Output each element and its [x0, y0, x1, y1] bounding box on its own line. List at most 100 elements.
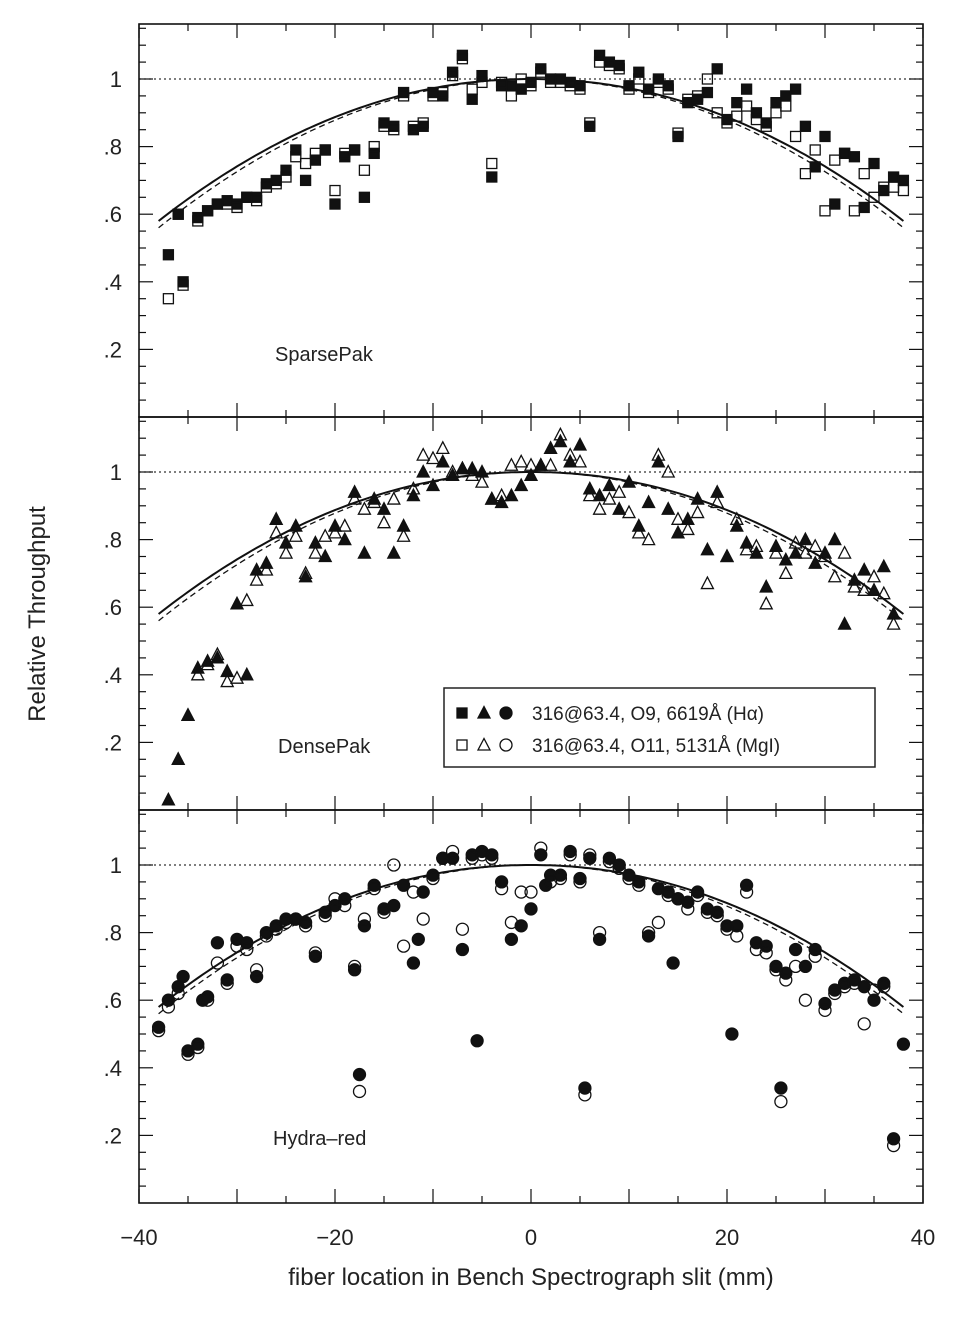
point-densepak-open-48	[651, 447, 666, 461]
x-axis-label: fiber location in Bench Spectrograph sli…	[288, 1264, 774, 1291]
point-hydra-red-open-39	[524, 885, 538, 899]
point-sparsepak-filled-21	[368, 147, 380, 160]
point-densepak-open-13	[308, 545, 323, 559]
point-densepak-open-54	[710, 494, 725, 509]
point-hydra-red-filled-19	[318, 905, 332, 919]
point-densepak-filled-72	[866, 582, 882, 596]
point-sparsepak-open-75	[897, 184, 910, 197]
point-sparsepak-open-8	[241, 191, 253, 203]
point-hydra-red-filled-76	[798, 959, 813, 974]
point-hydra-red-open-16	[308, 946, 323, 960]
point-densepak-open-20	[376, 514, 392, 529]
panel-label-sparsepak: SparsePak	[275, 344, 374, 366]
point-sparsepak-open-33	[486, 157, 498, 170]
y-tick-label-sparsepak-0: .2	[104, 337, 122, 362]
point-hydra-red-filled-75	[788, 942, 803, 957]
point-hydra-red-filled-72	[769, 959, 783, 974]
point-densepak-filled-42	[572, 437, 588, 451]
point-sparsepak-filled-63	[780, 90, 792, 102]
point-hydra-red-filled-83	[867, 993, 881, 1007]
point-sparsepak-open-17	[329, 184, 341, 197]
legend-box	[443, 687, 876, 768]
point-hydra-red-filled-77	[808, 942, 822, 957]
point-sparsepak-open-18	[339, 147, 351, 160]
point-densepak-open-49	[661, 464, 676, 478]
y-tick-label-hydra-red-3: .8	[104, 921, 122, 946]
y-tick-label-sparsepak-1: .4	[104, 270, 122, 295]
point-hydra-red-filled-73	[774, 1081, 788, 1095]
point-densepak-open-53	[700, 575, 715, 590]
point-hydra-red-filled-63	[690, 885, 705, 899]
point-hydra-red-open-24	[377, 905, 391, 919]
point-sparsepak-open-37	[525, 80, 537, 92]
point-hydra-red-open-48	[602, 854, 617, 869]
point-sparsepak-open-65	[799, 167, 812, 180]
point-hydra-red-open-44	[573, 875, 587, 889]
point-sparsepak-filled-67	[819, 130, 831, 143]
point-densepak-open-51	[680, 521, 695, 536]
point-sparsepak-open-36	[515, 73, 527, 85]
point-hydra-red-open-62	[739, 885, 754, 899]
point-densepak-open-57	[739, 541, 754, 556]
point-densepak-open-45	[621, 504, 637, 519]
point-hydra-red-open-72	[828, 986, 842, 1001]
point-hydra-red-filled-69	[739, 878, 754, 892]
point-sparsepak-filled-17	[329, 198, 341, 210]
point-hydra-red-filled-60	[666, 956, 680, 970]
point-sparsepak-open-39	[544, 76, 557, 89]
point-densepak-filled-71	[857, 562, 872, 576]
x-tick-label-0: −40	[120, 1225, 157, 1250]
point-hydra-red-filled-68	[730, 919, 744, 933]
point-densepak-open-62	[788, 535, 803, 549]
point-hydra-red-open-50	[622, 871, 636, 886]
point-hydra-red-filled-47	[553, 868, 568, 882]
point-hydra-red-filled-24	[357, 919, 372, 933]
point-densepak-open-32	[494, 487, 509, 502]
point-densepak-open-64	[808, 538, 823, 553]
point-densepak-open-43	[602, 491, 617, 505]
point-sparsepak-filled-31	[466, 93, 478, 105]
point-sparsepak-open-69	[838, 147, 851, 160]
point-densepak-open-16	[337, 518, 352, 532]
y-tick-labels: .2 .4 .6 .8 1 .2 .4 .6 .8 1 .2 .4 .6 .8 1	[104, 67, 122, 1148]
point-hydra-red-filled-9	[220, 973, 234, 987]
point-densepak-open-68	[847, 579, 862, 593]
point-densepak-filled-54	[690, 491, 705, 505]
point-sparsepak-open-74	[887, 181, 900, 193]
point-densepak-filled-44	[592, 487, 607, 502]
point-hydra-red-open-49	[612, 861, 626, 876]
y-tick-label-sparsepak-4: 1	[110, 67, 122, 92]
point-hydra-red-open-47	[592, 925, 607, 940]
point-hydra-red-filled-11	[240, 936, 254, 950]
point-sparsepak-open-3	[192, 215, 204, 227]
legend: 316@63.4, O9, 6619Å (Hα) 316@63.4, O11, …	[443, 687, 876, 768]
point-hydra-red-open-4	[191, 1040, 205, 1055]
point-densepak-open-44	[612, 484, 627, 498]
point-hydra-red-filled-86	[896, 1037, 911, 1051]
point-densepak-open-42	[592, 501, 607, 515]
point-hydra-red-filled-55	[622, 868, 636, 882]
point-densepak-filled-68	[827, 531, 842, 546]
y-tick-label-hydra-red-0: .2	[104, 1123, 122, 1148]
point-sparsepak-filled-58	[731, 97, 743, 109]
point-densepak-open-9	[269, 524, 284, 539]
point-densepak-open-24	[416, 447, 431, 461]
point-sparsepak-open-23	[388, 124, 400, 136]
x-tick-label-1: −20	[316, 1225, 353, 1250]
point-sparsepak-open-46	[613, 63, 625, 75]
point-hydra-red-open-63	[749, 942, 764, 957]
point-hydra-red-open-26	[396, 939, 411, 953]
point-sparsepak-open-27	[427, 90, 439, 102]
point-sparsepak-open-40	[554, 76, 567, 89]
point-sparsepak-filled-64	[789, 83, 802, 95]
point-hydra-red-filled-85	[886, 1132, 901, 1146]
point-densepak-open-71	[876, 585, 891, 600]
point-sparsepak-open-22	[378, 120, 390, 132]
point-hydra-red-filled-31	[416, 885, 430, 899]
point-densepak-open-72	[886, 616, 901, 630]
point-densepak-open-26	[435, 440, 450, 454]
point-sparsepak-open-60	[750, 113, 763, 126]
point-sparsepak-open-61	[760, 120, 772, 132]
y-tick-label-hydra-red-2: .6	[104, 988, 122, 1013]
point-densepak-filled-58	[729, 518, 744, 532]
